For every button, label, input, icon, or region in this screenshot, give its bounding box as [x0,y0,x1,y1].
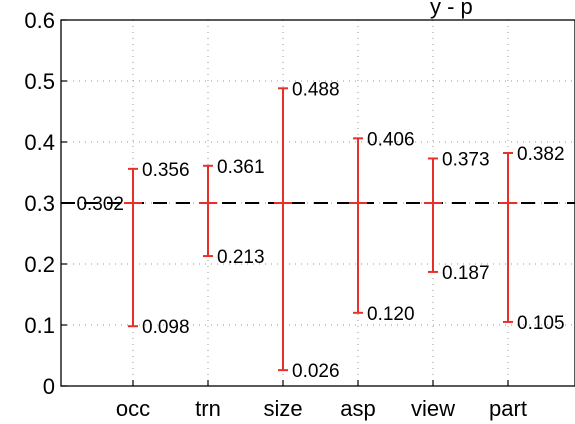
x-axis-ticks: occ trn size asp view part [116,380,527,421]
y-tick-label: 0.4 [24,130,55,155]
x-tick-label-occ: occ [116,396,150,421]
lower-value-label: 0.105 [517,313,565,334]
x-tick-label-part: part [489,396,527,421]
center-value-label: 0.302 [76,194,124,215]
upper-value-label: 0.382 [517,144,565,165]
title-fragment: y - p [430,0,473,19]
upper-value-label: 0.361 [217,157,265,178]
y-tick-label: 0.1 [24,313,55,338]
error-bar-part: 0.382 0.105 [499,144,565,334]
grid [61,20,575,386]
lower-value-label: 0.120 [367,304,415,325]
upper-value-label: 0.356 [142,160,190,181]
upper-value-label: 0.488 [292,79,340,100]
error-bars: 0.356 0.098 0.361 0.213 0.488 0.026 0.406 0.120… [76,79,564,382]
error-bar-asp: 0.406 0.120 [349,129,415,325]
lower-value-label: 0.026 [292,361,340,382]
y-tick-label: 0.5 [24,69,55,94]
error-bar-size: 0.488 0.026 [274,79,340,382]
upper-value-label: 0.406 [367,129,415,150]
lower-value-label: 0.187 [442,263,490,284]
y-tick-label: 0 [43,374,55,399]
y-axis-ticks: 0 0.1 0.2 0.3 0.4 0.5 0.6 [24,8,67,399]
y-tick-label: 0.2 [24,252,55,277]
lower-value-label: 0.213 [217,247,265,268]
x-tick-label-size: size [263,396,302,421]
upper-value-label: 0.373 [442,149,490,170]
error-bar-occ: 0.356 0.098 [124,160,190,338]
x-tick-label-asp: asp [340,396,375,421]
y-tick-label: 0.3 [24,191,55,216]
x-tick-label-trn: trn [195,396,221,421]
error-bar-trn: 0.361 0.213 [199,157,265,268]
error-bar-view: 0.373 0.187 [424,149,490,284]
x-tick-label-view: view [411,396,455,421]
y-tick-label: 0.6 [24,8,55,33]
lower-value-label: 0.098 [142,317,190,338]
